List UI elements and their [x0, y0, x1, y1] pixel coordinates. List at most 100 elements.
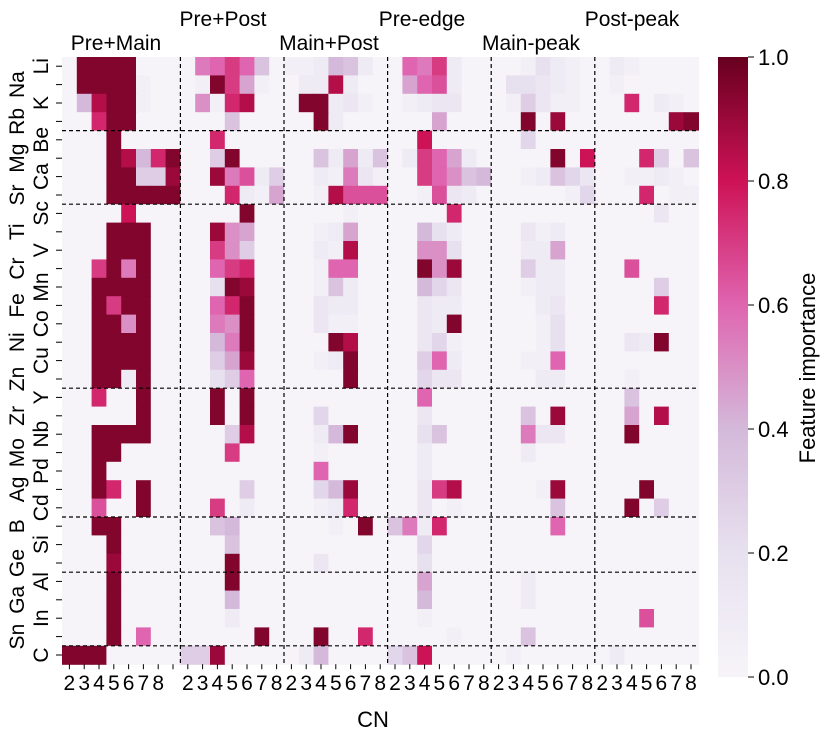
heatmap-cell	[150, 112, 167, 132]
heatmap-cell	[328, 112, 344, 132]
heatmap-cell	[491, 572, 507, 592]
heatmap-cell	[195, 149, 211, 168]
heatmap-cell	[239, 609, 255, 628]
heatmap-cell	[535, 130, 551, 150]
heatmap-cell	[683, 222, 699, 242]
heatmap-cell	[150, 314, 167, 334]
heatmap-cell	[683, 406, 699, 426]
heatmap-cell	[594, 185, 611, 205]
heatmap-cell	[402, 627, 418, 647]
heatmap-cell	[639, 112, 655, 132]
heatmap-cell	[654, 351, 670, 371]
heatmap-cell	[313, 369, 329, 389]
heatmap-cell	[402, 480, 418, 500]
heatmap-cell	[535, 222, 551, 242]
heatmap-cell	[165, 351, 181, 371]
heatmap-cell	[476, 572, 492, 592]
heatmap-cell	[239, 590, 255, 610]
heatmap-cell	[550, 241, 566, 260]
heatmap-cell	[535, 480, 551, 500]
heatmap-cell	[520, 572, 537, 592]
y-tick-label: Sn	[6, 624, 29, 650]
heatmap-cell	[417, 535, 433, 555]
heatmap-cell	[284, 259, 300, 279]
heatmap-cell	[402, 461, 418, 481]
heatmap-cell	[372, 75, 389, 95]
heatmap-cell	[520, 57, 537, 76]
heatmap-cell	[387, 517, 403, 536]
heatmap-cell	[343, 296, 359, 316]
heatmap-cell	[520, 627, 537, 647]
heatmap-cell	[195, 296, 211, 316]
heatmap-cell	[269, 443, 285, 463]
heatmap-cell	[432, 130, 448, 150]
heatmap-cell	[76, 535, 93, 555]
heatmap-cell	[594, 167, 611, 187]
heatmap-cell	[668, 425, 685, 444]
heatmap-cell	[328, 369, 344, 389]
heatmap-cell	[121, 425, 137, 444]
heatmap-cell	[550, 57, 566, 76]
heatmap-cell	[121, 461, 137, 481]
heatmap-cell	[506, 480, 522, 500]
x-tick-label: 4	[419, 672, 431, 695]
heatmap-cell	[654, 204, 670, 224]
x-tick-label: 6	[448, 672, 460, 695]
heatmap-cell	[224, 112, 241, 132]
group-label: Main+Post	[279, 32, 379, 55]
group-label: Pre+Main	[71, 32, 161, 55]
x-tick-label: 3	[508, 672, 520, 695]
heatmap-cell	[328, 406, 344, 426]
heatmap-cell	[358, 75, 374, 95]
heatmap-cell	[343, 590, 359, 610]
heatmap-cell	[654, 277, 670, 297]
heatmap-cell	[298, 93, 315, 113]
heatmap-cell	[343, 93, 359, 113]
heatmap-cell	[269, 333, 285, 352]
heatmap-cell	[520, 149, 537, 168]
heatmap-cell	[476, 149, 492, 168]
x-tick-label: 5	[641, 672, 653, 695]
heatmap-cell	[639, 259, 655, 279]
heatmap-cell	[121, 333, 137, 352]
heatmap-cell	[91, 351, 107, 371]
heatmap-cell	[624, 517, 640, 536]
heatmap-cell	[358, 461, 374, 481]
heatmap-cell	[224, 480, 241, 500]
heatmap-cell	[343, 517, 359, 536]
heatmap-cell	[254, 553, 270, 573]
heatmap-cell	[476, 130, 492, 150]
heatmap-cell	[76, 333, 93, 352]
heatmap-cell	[520, 553, 537, 573]
heatmap-cell	[417, 222, 433, 242]
heatmap-cell	[639, 572, 655, 592]
heatmap-cell	[284, 222, 300, 242]
heatmap-cell	[594, 461, 611, 481]
heatmap-cell	[136, 241, 152, 260]
x-tick-label: 5	[330, 672, 342, 695]
heatmap-cell	[224, 645, 241, 665]
heatmap-cell	[269, 112, 285, 132]
y-tick-label: Be	[30, 127, 53, 153]
heatmap-cell	[328, 241, 344, 260]
heatmap-cell	[298, 185, 315, 205]
heatmap-cell	[358, 369, 374, 389]
heatmap-cell	[639, 167, 655, 187]
heatmap-cell	[654, 149, 670, 168]
heatmap-cell	[535, 388, 551, 408]
heatmap-cell	[520, 388, 537, 408]
heatmap-cell	[580, 222, 596, 242]
heatmap-cell	[387, 388, 403, 408]
heatmap-cell	[136, 112, 152, 132]
heatmap-cell	[594, 351, 611, 371]
heatmap-cell	[476, 609, 492, 628]
heatmap-cell	[254, 351, 270, 371]
heatmap-cell	[210, 222, 226, 242]
heatmap-cell	[683, 241, 699, 260]
heatmap-cell	[580, 369, 596, 389]
colorbar-tick-label: 0.0	[758, 665, 789, 690]
heatmap-cell	[239, 241, 255, 260]
heatmap-cell	[432, 333, 448, 352]
heatmap-cell	[432, 259, 448, 279]
heatmap-cell	[313, 185, 329, 205]
